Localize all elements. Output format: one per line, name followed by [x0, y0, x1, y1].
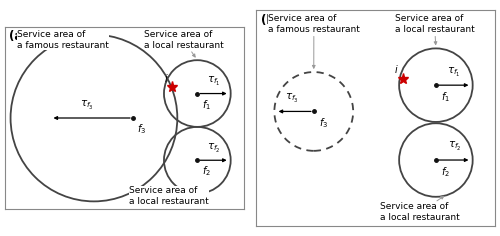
Text: $\tau_{f_1}$: $\tau_{f_1}$ — [207, 75, 221, 88]
Text: Service area of
a local restaurant: Service area of a local restaurant — [380, 196, 460, 222]
Text: Service area of
a famous restaurant: Service area of a famous restaurant — [17, 30, 109, 50]
Text: $\tau_{f_2}$: $\tau_{f_2}$ — [207, 142, 221, 155]
Text: $\tau_{f_1}$: $\tau_{f_1}$ — [448, 66, 461, 79]
Text: $i$: $i$ — [394, 63, 399, 75]
Text: (b): (b) — [261, 14, 280, 27]
Text: $f_1$: $f_1$ — [202, 98, 211, 112]
Text: $\tau_{f_3}$: $\tau_{f_3}$ — [80, 99, 94, 112]
Text: Service area of
a local restaurant: Service area of a local restaurant — [394, 14, 474, 45]
Text: Service area of
a local restaurant: Service area of a local restaurant — [130, 186, 209, 206]
Text: $f_1$: $f_1$ — [441, 90, 450, 104]
Text: (a): (a) — [10, 30, 28, 43]
Text: $f_3$: $f_3$ — [138, 122, 146, 136]
Text: $i$: $i$ — [164, 72, 168, 84]
Text: $\tau_{f_2}$: $\tau_{f_2}$ — [448, 140, 461, 153]
Text: Service area of
a famous restaurant: Service area of a famous restaurant — [268, 14, 360, 68]
Text: $f_2$: $f_2$ — [202, 165, 211, 178]
Text: $f_3$: $f_3$ — [319, 117, 328, 131]
Text: Service area of
a local restaurant: Service area of a local restaurant — [144, 30, 224, 57]
Text: $\tau_{f_3}$: $\tau_{f_3}$ — [286, 92, 299, 105]
Text: $f_2$: $f_2$ — [441, 165, 450, 179]
